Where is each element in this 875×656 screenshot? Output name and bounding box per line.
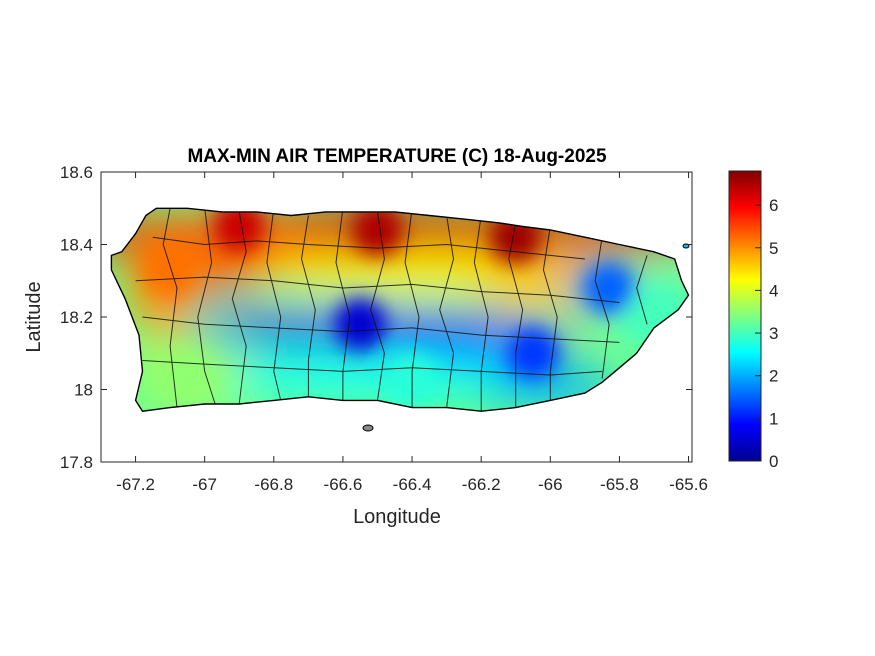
plot-area: -67.2 -67 -66.8 -66.6 -66.4 -66.2 -66 -65.8 -65.… [60,163,708,494]
caja-de-muertos-island [362,424,374,432]
field-band [187,353,568,397]
y-tick-label: 18.4 [60,236,93,255]
colorbar-tick-label: 5 [769,239,778,258]
value-region [213,208,266,253]
value-region [351,208,404,256]
x-tick-label: -65.8 [600,475,639,494]
municipality-boundary [404,208,420,408]
municipality-boundary [266,208,282,401]
municipality-boundary [370,211,385,401]
municipality-boundary [508,222,524,408]
colorbar-tick-label: 4 [769,281,778,300]
x-tick-label: -66.8 [254,475,293,494]
island-outline [110,207,690,412]
municipality-boundary [197,208,216,405]
temperature-field [111,208,689,412]
colorbar-scale [728,170,762,462]
municipality-boundary [439,215,455,408]
colorbar-tick-label: 6 [769,196,778,215]
municipality-boundary [636,255,648,325]
value-region [334,298,387,351]
x-tick-label: -66.6 [324,475,363,494]
x-tick-label: -67.2 [116,475,155,494]
colorbar-ticks: 0 1 2 3 4 5 6 [755,196,778,471]
colorbar-tick-label: 3 [769,324,778,343]
value-region [583,262,636,314]
y-axis-label: Latitude [23,281,45,352]
value-region [507,327,560,380]
municipality-boundary [335,208,351,401]
y-tick-label: 18.2 [60,308,93,327]
colorbar-tick-label: 2 [769,367,778,386]
value-region [161,352,214,405]
municipality-boundary [542,226,558,401]
municipality-boundary [594,237,610,379]
chart-title: MAX-MIN AIR TEMPERATURE (C) 18-Aug-2025 [187,146,607,167]
municipality-boundary [231,211,247,405]
x-tick-label: -66 [538,475,563,494]
y-axis-ticks: 17.8 18 18.2 18.4 18.6 [60,163,692,472]
municipality-boundary [300,215,316,397]
x-tick-label: -66.4 [393,475,432,494]
municipality-boundary [152,236,585,260]
municipality-boundaries [135,208,648,412]
municipality-boundary [142,316,620,343]
value-region [144,243,197,296]
municipality-boundary [142,360,603,376]
colorbar: 0 1 2 3 4 5 6 [728,170,778,471]
municipality-boundary [473,215,489,412]
x-axis-label: Longitude [353,506,441,528]
municipality-boundary [162,208,178,408]
x-axis-ticks: -67.2 -67 -66.8 -66.6 -66.4 -66.2 -66 -65.8 -65.… [116,172,708,494]
x-tick-label: -65.6 [669,475,708,494]
y-tick-label: 17.8 [60,453,93,472]
y-tick-label: 18 [74,381,93,400]
y-tick-label: 18.6 [60,163,93,182]
colorbar-tick-label: 1 [769,409,778,428]
x-tick-label: -66.2 [462,475,501,494]
colorbar-tick-label: 0 [769,452,778,471]
x-tick-label: -67 [192,475,217,494]
